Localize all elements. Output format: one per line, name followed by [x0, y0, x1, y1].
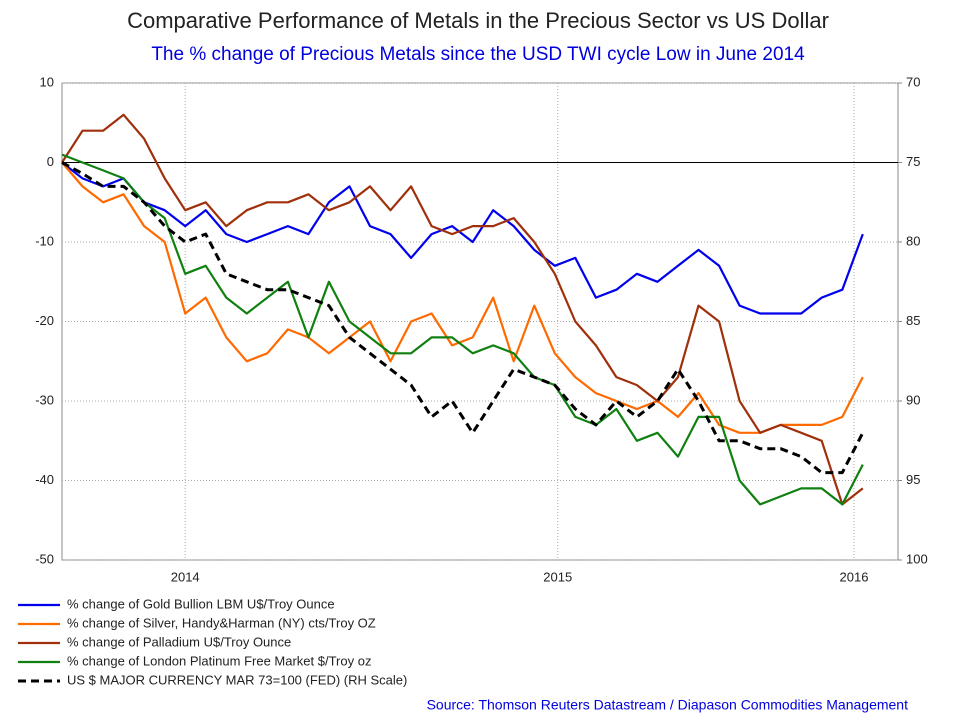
y2-tick-label: 100: [906, 551, 928, 566]
series-line: [61, 113, 864, 506]
y-tick-label: -30: [35, 392, 54, 407]
series-line: [61, 153, 864, 506]
y-tick-label: -20: [35, 313, 54, 328]
chart-subtitle: The % change of Precious Metals since th…: [151, 44, 805, 65]
x-tick-label: 2016: [840, 569, 869, 584]
legend-label: % change of Gold Bullion LBM U$/Troy Oun…: [67, 596, 335, 611]
y2-tick-label: 80: [906, 233, 920, 248]
y2-tick-label: 75: [906, 154, 920, 169]
legend-label: % change of Palladium U$/Troy Ounce: [67, 634, 291, 649]
series-line: [61, 161, 864, 315]
y2-tick-label: 95: [906, 472, 920, 487]
series-line: [61, 161, 865, 475]
y-tick-label: 10: [40, 74, 54, 89]
y2-tick-label: 90: [906, 392, 920, 407]
y-tick-label: -10: [35, 233, 54, 248]
y-tick-label: -40: [35, 472, 54, 487]
chart-title: Comparative Performance of Metals in the…: [127, 8, 829, 33]
series-line: [61, 161, 864, 434]
x-tick-label: 2014: [171, 569, 200, 584]
legend-label: % change of Silver, Handy&Harman (NY) ct…: [67, 615, 376, 630]
legend-label: US $ MAJOR CURRENCY MAR 73=100 (FED) (RH…: [67, 672, 407, 687]
y2-tick-label: 85: [906, 313, 920, 328]
y-tick-label: -50: [35, 551, 54, 566]
source: Source: Thomson Reuters Datastream / Dia…: [427, 697, 909, 713]
x-tick-label: 2015: [543, 569, 572, 584]
y-tick-label: 0: [47, 154, 54, 169]
y2-tick-label: 70: [906, 74, 920, 89]
legend-label: % change of London Platinum Free Market …: [67, 653, 371, 668]
